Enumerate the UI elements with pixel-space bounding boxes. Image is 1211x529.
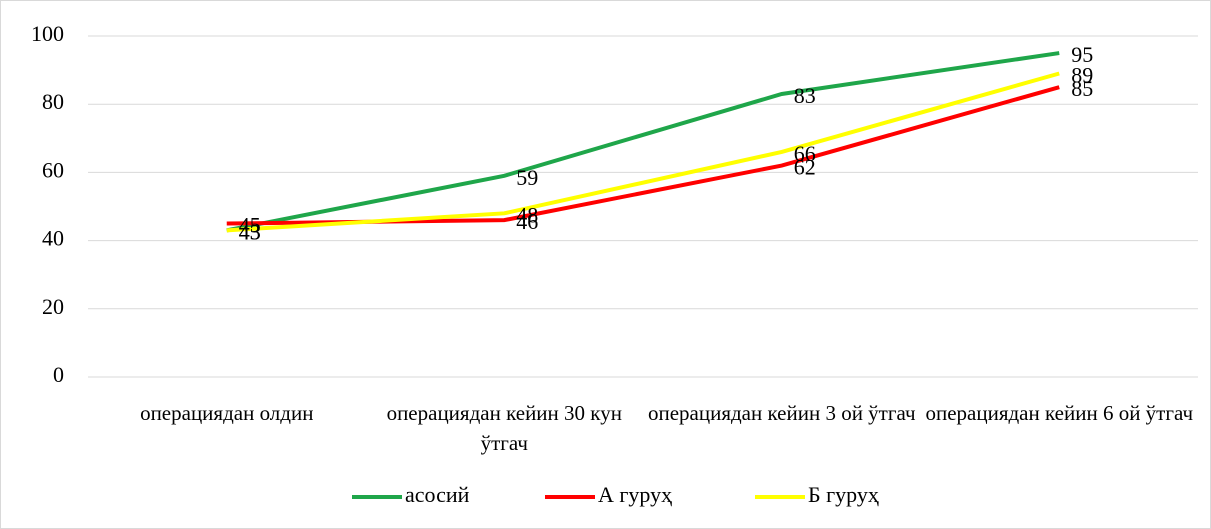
x-tick-label: операциядан кейин 6 ой ўтгач (925, 401, 1194, 425)
data-label: 46 (516, 209, 538, 234)
data-label: 95 (1071, 42, 1093, 67)
x-tick-label: операциядан олдин (140, 401, 314, 425)
y-tick-label: 20 (42, 294, 64, 319)
legend-label: асосий (405, 482, 470, 507)
data-label: 62 (794, 155, 816, 180)
legend-label: А гуруҳ (598, 482, 672, 507)
data-label: 66 (794, 141, 816, 166)
legend-label: Б гуруҳ (808, 482, 879, 507)
data-label: 43 (239, 219, 261, 244)
y-tick-label: 100 (31, 21, 64, 46)
y-tick-label: 40 (42, 226, 64, 251)
data-label: 83 (794, 83, 816, 108)
y-tick-label: 0 (53, 362, 64, 387)
y-tick-label: 80 (42, 89, 64, 114)
data-label: 59 (516, 165, 538, 190)
y-tick-label: 60 (42, 157, 64, 182)
data-label: 45 (239, 213, 261, 238)
series-line (226, 51, 1060, 233)
data-label: 43 (239, 219, 261, 244)
data-label: 48 (516, 202, 538, 227)
data-label: 85 (1071, 76, 1093, 101)
data-label: 89 (1071, 63, 1093, 88)
x-tick-label: операциядан кейин 30 кун ўтгач (386, 401, 622, 455)
series-line (226, 71, 1060, 233)
x-tick-label: операциядан кейин 3 ой ўтгач (647, 401, 916, 425)
